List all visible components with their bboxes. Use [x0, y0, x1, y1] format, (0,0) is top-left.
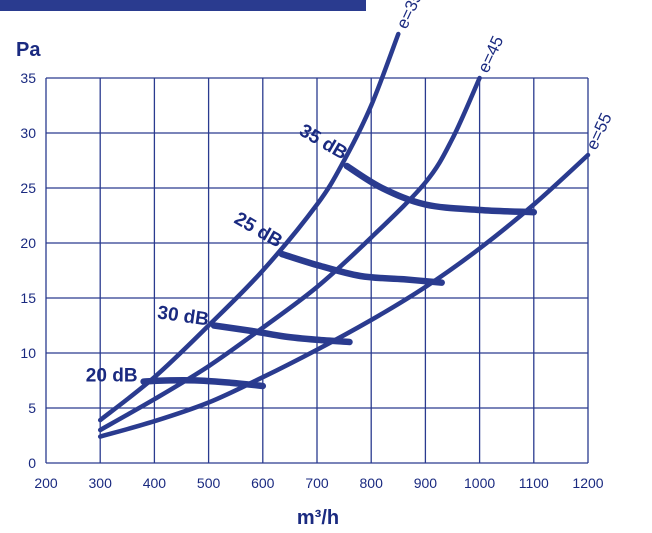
db-label: 25 dB	[230, 208, 285, 252]
db-label: 30 dB	[156, 302, 210, 330]
x-tick-label: 900	[414, 475, 438, 491]
y-tick-labels: 0 5 10 15 20 25 30 35	[20, 70, 36, 471]
x-tick-label: 300	[89, 475, 113, 491]
x-tick-label: 500	[197, 475, 221, 491]
x-tick-label: 400	[143, 475, 167, 491]
y-tick-label: 0	[28, 455, 36, 471]
series-line	[97, 152, 591, 439]
series-label: e=35	[393, 0, 426, 32]
series-curves	[97, 31, 591, 439]
x-tick-label: 600	[251, 475, 275, 491]
y-axis-title: Pa	[16, 39, 41, 61]
y-tick-label: 25	[20, 180, 36, 196]
x-axis-title: m³/h	[297, 507, 339, 529]
y-tick-label: 30	[20, 125, 36, 141]
series-line	[97, 75, 482, 433]
db-line	[140, 377, 267, 390]
grid	[45, 77, 589, 464]
y-tick-label: 5	[28, 400, 36, 416]
x-tick-label: 800	[360, 475, 384, 491]
x-tick-label: 1000	[464, 475, 495, 491]
x-tick-labels: 200 300 400 500 600 700 800 900 1000 1100 1200	[34, 475, 603, 491]
db-line	[343, 162, 538, 216]
header-banner	[0, 0, 366, 11]
db-label: 35 dB	[295, 120, 350, 164]
db-curves	[140, 162, 538, 390]
x-tick-label: 200	[34, 475, 58, 491]
db-label: 20 dB	[86, 366, 138, 387]
x-tick-label: 700	[305, 475, 329, 491]
y-tick-label: 15	[20, 290, 36, 306]
x-tick-label: 1200	[572, 475, 603, 491]
y-tick-label: 10	[20, 345, 36, 361]
series-line	[97, 31, 401, 423]
db-line	[210, 322, 353, 346]
db-line	[278, 250, 445, 286]
y-tick-label: 35	[20, 70, 36, 86]
y-tick-label: 20	[20, 235, 36, 251]
x-tick-label: 1100	[519, 475, 549, 491]
series-label: e=45	[474, 33, 507, 76]
